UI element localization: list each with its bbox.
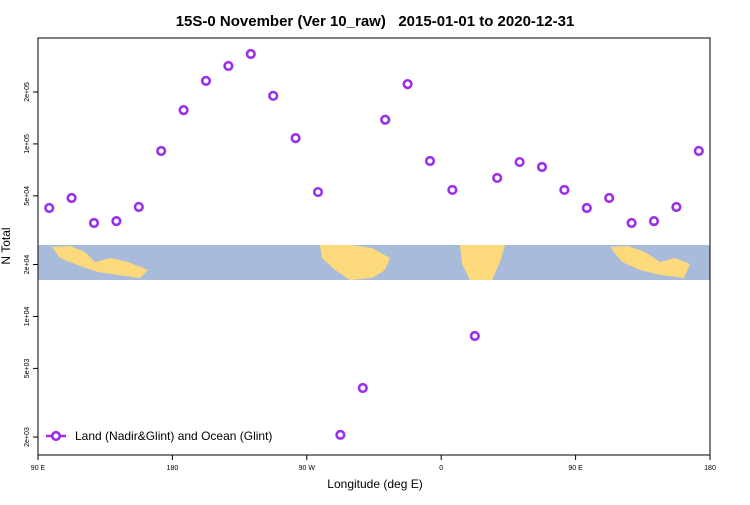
point [648,215,660,227]
plot-frame [37,37,711,456]
legend-label: Land (Nadir&Glint) and Ocean (Glint) [75,429,272,443]
point [335,429,346,440]
point [44,202,55,214]
point [357,382,368,394]
map-strip [38,245,710,280]
point [671,201,682,213]
point [245,48,256,60]
x-tick-label: 180 [167,465,179,472]
point [156,145,167,157]
point [514,156,525,168]
y-tick-label: 2e+05 [24,82,31,102]
point [290,133,301,144]
y-tick-label: 5e+04 [24,186,31,206]
point [604,192,615,204]
point [223,60,234,72]
x-axis-label: Longitude (deg E) [327,477,422,491]
x-tick-label: 0 [439,465,443,472]
point [88,217,100,229]
y-tick-label: 5e+03 [24,358,31,378]
point [402,79,413,90]
point [380,114,391,125]
point [492,172,503,184]
point [581,202,592,214]
x-tick-label: 90 W [299,465,316,472]
chart-title: 15S-0 November (Ver 10_raw) 2015-01-01 t… [176,13,575,30]
point [424,155,436,167]
point [178,105,189,116]
x-tick-label: 180 [704,465,716,472]
point [447,184,458,196]
point [469,330,480,342]
x-tick-label: 90 E [568,465,583,472]
point [268,90,279,101]
point [133,201,144,213]
y-tick-label: 1e+05 [24,134,31,154]
point [111,215,122,227]
legend-marker [50,430,62,442]
point [200,75,212,86]
y-tick-label: 2e+03 [24,427,31,447]
y-tick-label: 1e+04 [24,307,31,327]
point [66,192,77,204]
y-axis-label: N Total [0,227,13,264]
point [536,161,548,173]
point [626,217,637,229]
point [559,184,570,196]
point [312,186,324,198]
y-tick-label: 2e+04 [24,255,31,275]
point [693,145,704,157]
x-tick-label: 90 E [31,465,46,472]
